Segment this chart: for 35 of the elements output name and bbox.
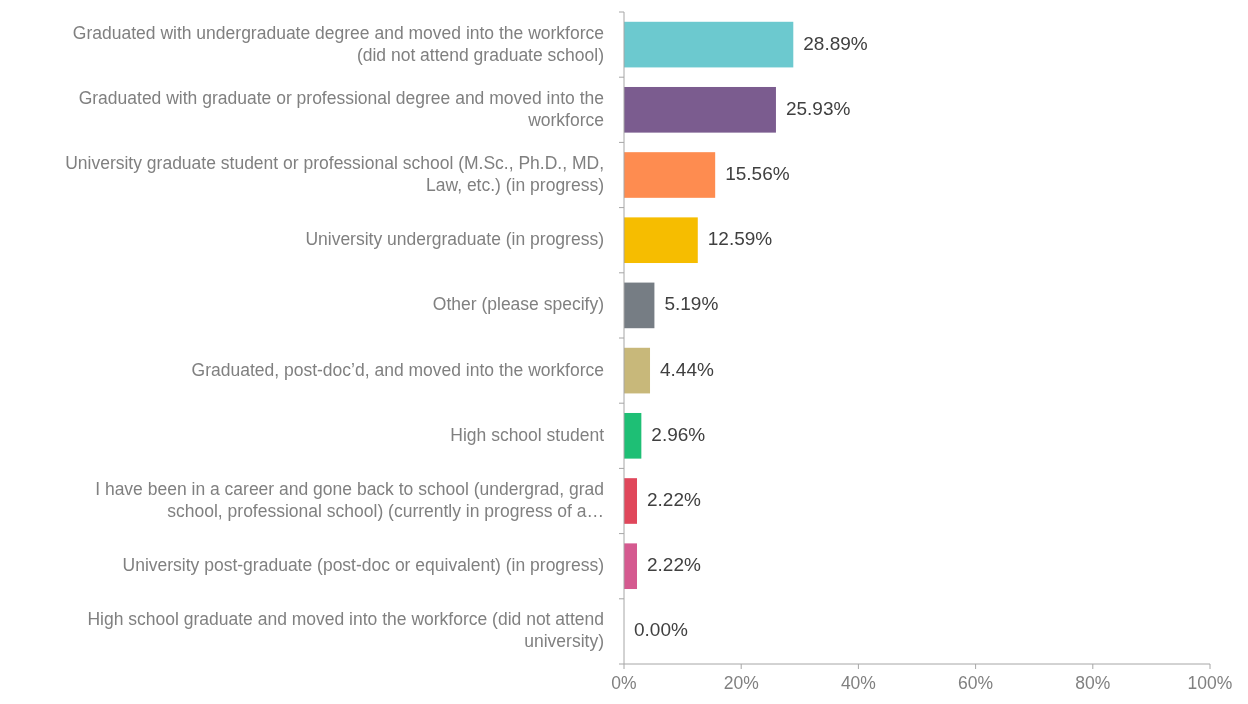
- y-tick-label: University undergraduate (in progress): [305, 228, 604, 249]
- x-tick-label: 60%: [958, 673, 994, 693]
- bar: [624, 152, 716, 198]
- bar: [624, 21, 794, 68]
- data-label: 5.19%: [664, 293, 719, 315]
- y-tick-label: Graduated, post-doc’d, and moved into the workforce: [191, 359, 604, 380]
- x-tick-label: 0%: [611, 673, 637, 693]
- x-tick-label: 100%: [1187, 673, 1233, 693]
- bar: [624, 543, 638, 590]
- y-tick-label: Graduated with graduate or professional degree and moved into the workforce: [78, 87, 604, 130]
- bar: [624, 282, 655, 329]
- bar: [624, 347, 651, 394]
- data-label: 15.56%: [725, 163, 790, 185]
- data-label: 2.22%: [647, 489, 701, 511]
- data-label: 0.00%: [634, 619, 688, 641]
- y-tick-label: High school graduate and moved into the workforce (did not attend university): [87, 609, 604, 652]
- y-tick-label: High school student: [450, 424, 605, 445]
- data-label: 28.89%: [803, 32, 868, 54]
- data-label: 2.96%: [651, 423, 706, 445]
- y-tick-label: University post-graduate (post-doc or equivalent) (in progress): [122, 554, 604, 575]
- x-tick-label: 80%: [1075, 673, 1111, 693]
- bar: [624, 217, 698, 264]
- bar: [624, 412, 642, 459]
- data-label: 4.44%: [660, 358, 714, 380]
- y-tick-label: University graduate student or professional school (M.Sc., Ph.D., MD, Law, etc.) (in progress): [65, 152, 604, 195]
- x-tick-label: 20%: [723, 673, 759, 693]
- bar: [624, 478, 638, 524]
- y-tick-label: Other (please specify): [432, 294, 604, 315]
- y-tick-label: I have been in a career and gone back to school (undergrad, grad school, professional school) (currently in progress of a…: [95, 478, 604, 521]
- data-label: 25.93%: [785, 97, 851, 119]
- bar: [624, 86, 776, 133]
- y-tick-label: Graduated with undergraduate degree and moved into the workforce (did not attend graduate school): [72, 22, 604, 65]
- x-tick-label: 40%: [840, 673, 876, 693]
- data-label: 2.22%: [647, 554, 701, 576]
- data-label: 12.59%: [707, 228, 773, 250]
